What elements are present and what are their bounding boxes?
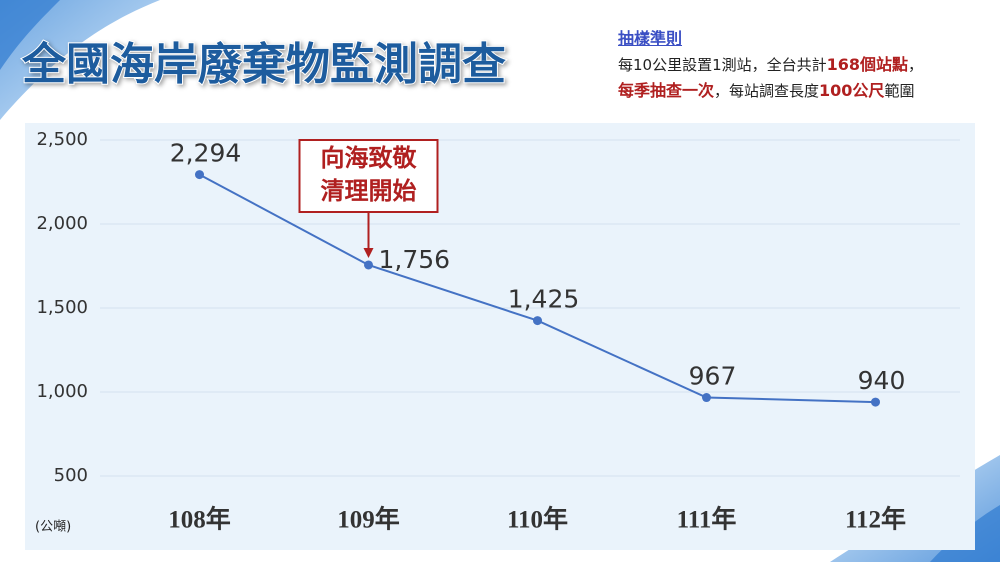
unit-label: (公噸)	[35, 520, 71, 535]
annotation-box	[298, 139, 439, 213]
data-point	[364, 260, 373, 270]
x-tick-label: 109年	[337, 505, 400, 534]
data-point	[871, 397, 880, 407]
data-point	[533, 316, 542, 326]
y-tick-label: 1,000	[36, 381, 88, 402]
data-label: 2,294	[170, 139, 242, 168]
chart-title: 全國海岸廢棄物監測調查	[21, 39, 506, 90]
plot-background	[25, 123, 975, 550]
data-point	[702, 393, 711, 403]
x-tick-label: 110年	[507, 505, 568, 534]
text: 每10公里設置1測站，全台共計	[618, 56, 827, 74]
data-point	[195, 170, 204, 180]
y-tick-label: 1,500	[36, 297, 88, 318]
annotation-text: 清理開始	[321, 177, 417, 205]
annotation-arrowhead	[363, 248, 374, 258]
y-tick-label: 2,000	[36, 213, 88, 234]
decoration	[0, 0, 60, 70]
text: ，	[908, 56, 924, 74]
data-label: 1,425	[508, 285, 580, 314]
sampling-heading[interactable]: 抽樣準則	[618, 29, 683, 48]
annotation-text: 向海致敬	[321, 144, 418, 172]
data-label: 940	[858, 366, 906, 395]
text: ，每站調查長度	[714, 82, 820, 100]
y-tick-label: 500	[54, 465, 88, 486]
text: 範圍	[884, 82, 915, 100]
highlight: 168個站點	[826, 55, 909, 74]
highlight: 每季抽查一次	[618, 81, 715, 100]
data-label: 1,756	[379, 245, 451, 274]
y-tick-label: 2,500	[36, 129, 88, 150]
decoration	[0, 0, 160, 120]
highlight: 100公尺	[819, 81, 885, 100]
x-tick-label: 111年	[677, 505, 737, 534]
x-tick-label: 112年	[845, 505, 906, 534]
x-tick-label: 108年	[168, 505, 231, 534]
sampling-note: 抽樣準則 每10公里設置1測站，全台共計168個站點， 每季抽查一次，每站調查長…	[618, 26, 923, 104]
data-label: 967	[689, 362, 737, 391]
